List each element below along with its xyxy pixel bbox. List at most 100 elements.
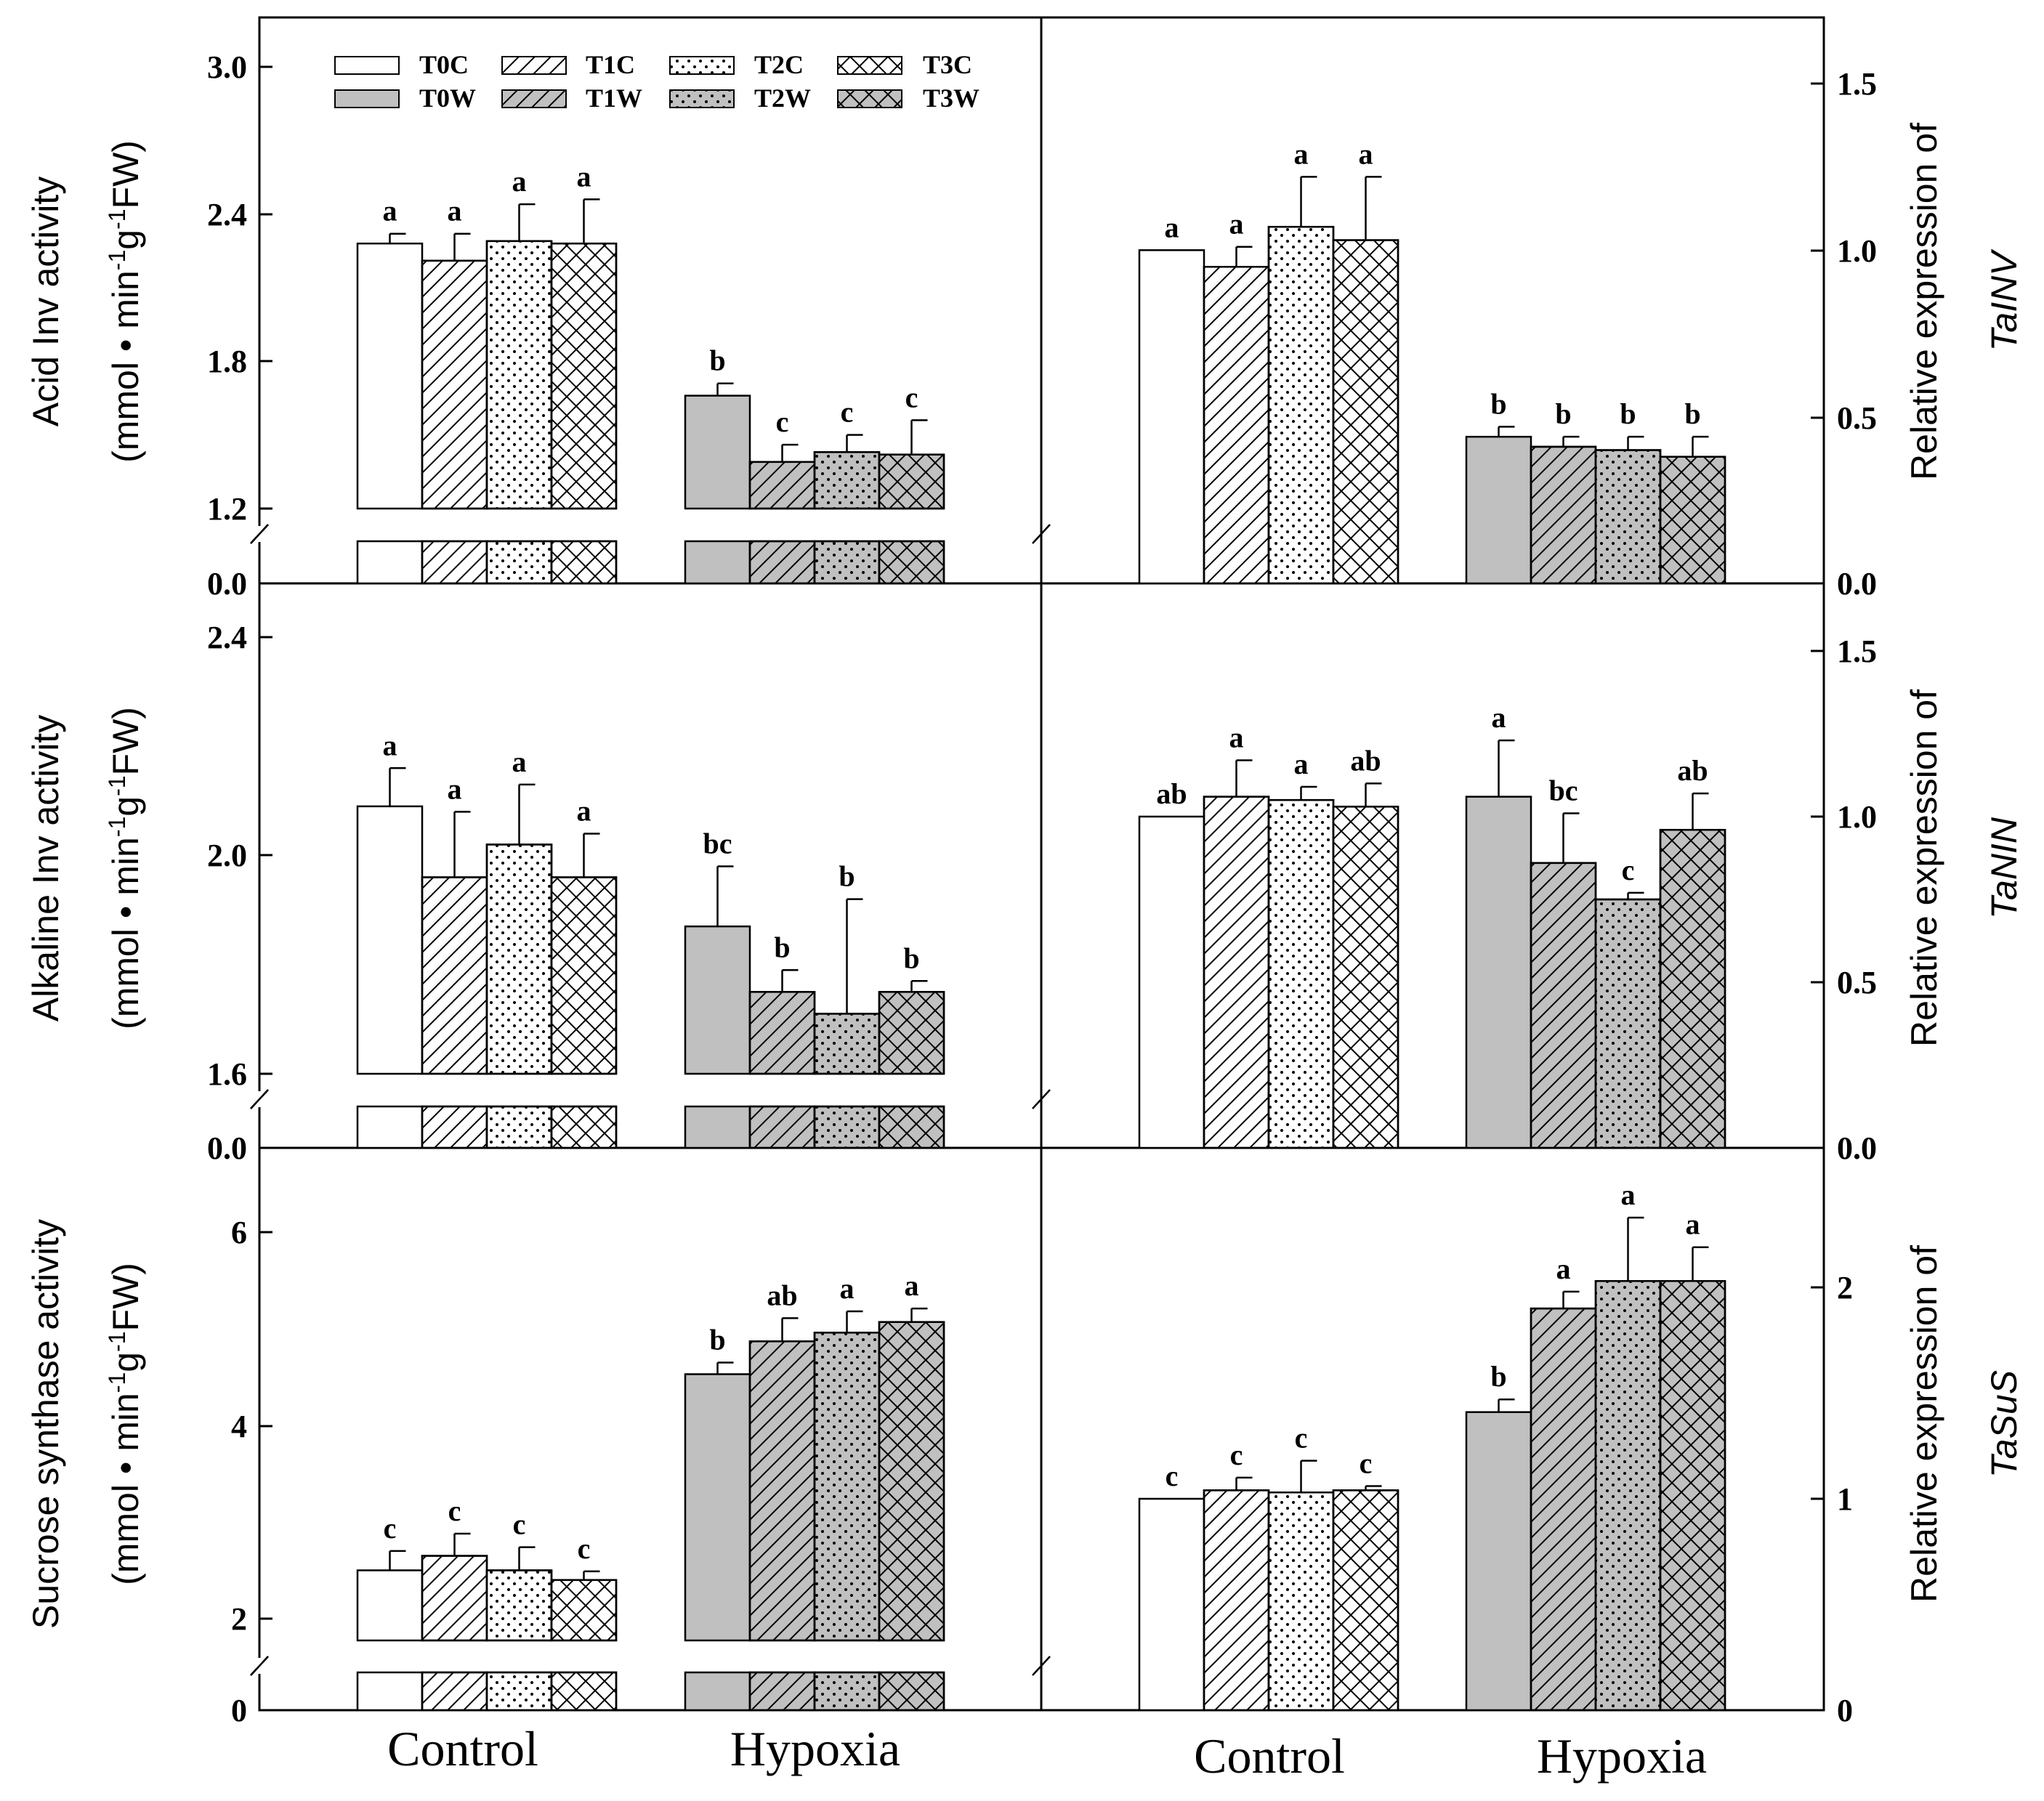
tanin-expression-bar-pattern	[1203, 796, 1270, 1149]
tanin-expression-sig-letter: c	[1622, 854, 1635, 886]
tasus-expression-plot: 0 1 2 c b c a c a c a	[1138, 1178, 1853, 1728]
tasus-expression-bar-pattern	[1530, 1307, 1597, 1712]
alkaline-inv-activity-bar-base-pattern	[748, 1105, 816, 1149]
tanin-expression-bar-pattern	[1332, 806, 1399, 1149]
sucrose-synthase-activity-bar-pattern	[485, 1569, 553, 1642]
sucrose-synthase-activity-bar-pattern	[878, 1321, 945, 1642]
alkaline-inv-activity-bar-pattern	[485, 843, 553, 1075]
tanin-expression-sig-letter: a	[1229, 721, 1244, 753]
sucrose-synthase-activity-bar-base-pattern	[421, 1671, 488, 1712]
sucrose-synthase-activity-sig-letter: a	[840, 1272, 855, 1305]
sucrose-synthase-activity-sig-letter: c	[384, 1512, 397, 1545]
acid-inv-activity-ytick-label: 1.2	[207, 491, 247, 527]
alkaline-inv-activity-bar-pattern	[878, 991, 945, 1075]
tainv-expression-plot: 0.0 0.5 1.0 1.5 a b a b a b a b	[1138, 66, 1877, 602]
alkaline-inv-activity-bar-pattern	[550, 876, 618, 1075]
acid-inv-activity-bar-base	[356, 540, 424, 585]
tainv-expression-bar	[1465, 435, 1532, 585]
legend-item-t3c: T3C	[837, 50, 972, 79]
tanin-gene-name: TaNIN	[1984, 817, 2024, 919]
tainv-expression-ytick-label: 1.5	[1837, 66, 1877, 102]
alkaline-inv-activity-sig-letter: b	[774, 931, 790, 963]
tanin-expression-bar-pattern	[1267, 798, 1335, 1149]
acid-inv-activity-axis-break	[250, 524, 269, 544]
tainv-expression-bar	[1138, 249, 1205, 585]
acid-inv-activity-sig-letter: c	[905, 381, 918, 413]
tanin-expression-bar	[1138, 815, 1205, 1149]
tainv-expression-sig-letter: a	[1229, 208, 1244, 240]
alkaline-inv-activity-bar-base-pattern	[421, 1105, 488, 1149]
acid-inv-activity-sig-letter: a	[577, 160, 591, 193]
acid-inv-activity-sig-letter: b	[709, 344, 725, 377]
acid-inv-activity-sig-letter: a	[512, 165, 527, 198]
acid-inv-ylabel: Acid Inv activity	[25, 177, 66, 427]
svg-text:T0W: T0W	[419, 84, 476, 113]
sucrose-synthase-activity-bar	[356, 1569, 424, 1642]
alkaline-inv-activity-bar	[356, 805, 424, 1075]
acid-inv-activity-sig-letter: c	[776, 405, 789, 438]
sucrose-synthase-activity-plot: 0 2 4 6 c b c ab c a c a	[231, 1215, 1051, 1728]
acid-inv-activity-bar-base	[684, 540, 751, 585]
acid-inv-activity-bar-base-pattern	[813, 540, 881, 585]
tanin-expression-ytick-label: 1.5	[1837, 634, 1877, 669]
sucrose-synthase-activity-bar-base-pattern	[813, 1671, 881, 1712]
svg-text:T3C: T3C	[923, 50, 972, 79]
sucrose-synthase-activity-bar-pattern	[748, 1340, 816, 1642]
sucrose-synthase-activity-sig-letter: c	[513, 1508, 526, 1541]
svg-text:T2W: T2W	[754, 84, 811, 113]
svg-text:T1W: T1W	[586, 84, 642, 113]
acid-inv-activity-bar	[684, 394, 751, 510]
tasus-expression-bar-pattern	[1332, 1489, 1399, 1712]
sucrose-synthase-activity-axis-break-right	[1032, 1656, 1051, 1676]
alkaline-inv-activity-bar-pattern	[421, 876, 488, 1075]
alkaline-inv-activity-sig-letter: a	[577, 794, 591, 827]
sucrose-synthase-activity-bar	[684, 1373, 751, 1642]
sucrose-synthase-yunits: (mmol • min-1g-1FW)	[104, 1263, 146, 1585]
sucrose-synthase-activity-bar-base	[356, 1671, 424, 1712]
acid-inv-activity-bar-base-pattern	[485, 540, 553, 585]
sucrose-synthase-activity-sig-letter: b	[709, 1324, 725, 1356]
legend-item-t0w: T0W	[334, 84, 476, 113]
tanin-expression-sig-letter: ab	[1156, 777, 1187, 810]
group-labels: Control Hypoxia Control Hypoxia	[387, 1721, 1707, 1784]
tainv-expression-bar-pattern	[1267, 225, 1335, 585]
acid-inv-activity-bar-base-pattern	[550, 540, 618, 585]
sucrose-synthase-activity-ytick-label: 6	[231, 1215, 247, 1250]
alkaline-inv-activity-bar-base	[684, 1105, 751, 1149]
tasus-expression-ytick-label: 0	[1837, 1693, 1853, 1728]
alkaline-inv-activity-bar-base-pattern	[813, 1105, 881, 1149]
alkaline-inv-activity-bar-pattern	[813, 1013, 881, 1075]
tainv-expression-sig-letter: a	[1294, 137, 1309, 170]
tasus-expression-bar-pattern	[1203, 1489, 1270, 1712]
tanin-expression-bar-pattern	[1530, 862, 1597, 1149]
acid-inv-activity-bar-pattern	[813, 451, 881, 510]
alkaline-inv-activity-sig-letter: bc	[703, 827, 732, 860]
tanin-expression-ytick-label: 1.0	[1837, 799, 1877, 835]
tanin-expression-bar-pattern	[1594, 898, 1662, 1149]
tainv-expression-ytick-label: 1.0	[1837, 233, 1877, 269]
tainv-ylabel: Relative expression of	[1904, 123, 1944, 480]
legend-item-t1c: T1C	[501, 50, 635, 79]
acid-inv-activity-ytick-label: 0.0	[207, 566, 247, 602]
svg-text:T3W: T3W	[923, 84, 979, 113]
tainv-expression-bar-pattern	[1594, 449, 1662, 585]
acid-inv-activity-bar-base-pattern	[878, 540, 945, 585]
tainv-expression-sig-letter: b	[1490, 387, 1506, 420]
acid-inv-activity-plot: 0.0 1.2 1.8 2.4 3.0 a b a c a c a c	[207, 49, 1051, 602]
sucrose-synthase-ylabel: Sucrose synthase activity	[25, 1219, 66, 1629]
tasus-expression-sig-letter: c	[1166, 1460, 1179, 1492]
tainv-expression-sig-letter: b	[1684, 397, 1700, 430]
tainv-expression-bar-pattern	[1530, 445, 1597, 585]
alkaline-inv-activity-ytick-label: 1.6	[207, 1056, 247, 1092]
alkaline-inv-activity-bar	[684, 925, 751, 1075]
alkaline-inv-activity-sig-letter: b	[903, 942, 919, 974]
alkaline-inv-activity-ytick-label: 2.0	[207, 838, 247, 873]
alkaline-inv-activity-sig-letter: a	[512, 745, 527, 778]
legend-item-t2w: T2W	[669, 84, 811, 113]
legend-item-t3w: T3W	[837, 84, 979, 113]
alkaline-inv-yunits: (mmol • min-1g-1FW)	[104, 707, 146, 1029]
acid-inv-activity-bar-pattern	[550, 242, 618, 510]
tasus-expression-sig-letter: c	[1360, 1447, 1373, 1480]
sucrose-synthase-activity-sig-letter: c	[578, 1532, 591, 1565]
sucrose-synthase-activity-bar-pattern	[813, 1332, 881, 1642]
